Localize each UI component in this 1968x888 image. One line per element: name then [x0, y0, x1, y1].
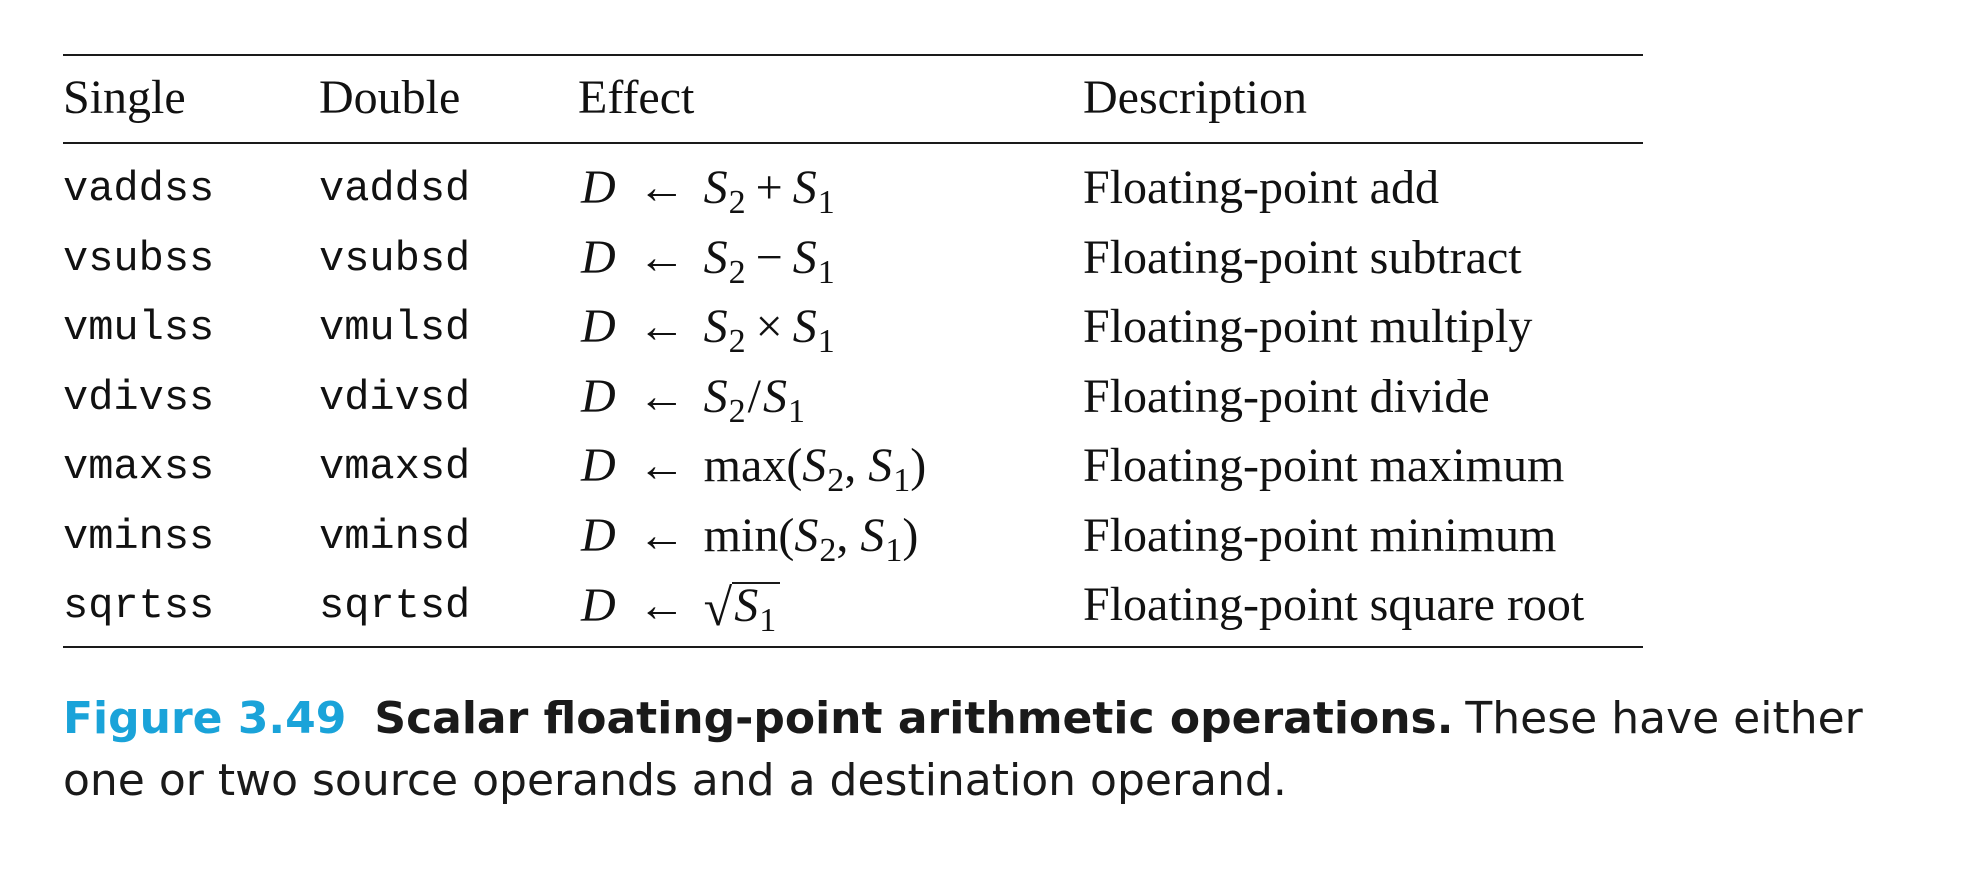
- effect-cell: D ← √S1: [581, 577, 781, 639]
- description-cell: Floating-point divide: [1083, 369, 1490, 423]
- single-mnemonic: vdivss: [63, 373, 215, 422]
- effect-func: min: [703, 508, 779, 562]
- table-row: vmaxss vmaxsd D ← max(S2, S1) Floating-point …: [63, 430, 1643, 500]
- single-mnemonic: vminss: [63, 512, 215, 561]
- double-mnemonic: vminsd: [319, 512, 471, 561]
- effect-arg2: S: [860, 508, 885, 562]
- effect-rhs: S: [792, 230, 817, 284]
- effect-operator: ×: [755, 300, 783, 353]
- effect-func: max: [703, 439, 787, 492]
- double-mnemonic: vaddsd: [319, 165, 471, 213]
- table-header-rule: [63, 142, 1643, 144]
- effect-dest: D: [581, 439, 616, 492]
- description-cell: Floating-point add: [1083, 161, 1439, 214]
- effect-rhs-sub: 1: [788, 392, 806, 430]
- effect-rhs: S: [792, 300, 817, 353]
- effect-arg2-sub: 1: [893, 462, 911, 499]
- effect-lhs-sub: 2: [728, 253, 746, 291]
- effect-sqrt: √S1: [703, 577, 781, 639]
- effect-dest: D: [581, 230, 616, 284]
- description-cell: Floating-point multiply: [1083, 300, 1533, 353]
- effect-rhs: S: [763, 369, 788, 423]
- effect-dest: D: [581, 369, 616, 423]
- effect-rhs-sub: 1: [817, 253, 835, 291]
- table-top-rule: [63, 54, 1643, 56]
- effect-arg1: S: [794, 508, 819, 562]
- effect-arrow: ←: [637, 369, 686, 423]
- description-cell: Floating-point subtract: [1083, 230, 1522, 284]
- effect-arrow: ←: [637, 579, 686, 632]
- effect-lhs-sub: 2: [728, 392, 746, 430]
- effect-rhs-sub: 1: [817, 323, 835, 360]
- header-effect: Effect: [578, 71, 695, 124]
- effect-arrow: ←: [637, 230, 686, 284]
- effect-arrow: ←: [637, 508, 686, 562]
- effect-dest: D: [581, 579, 616, 632]
- double-mnemonic: vmaxsd: [319, 443, 471, 491]
- effect-arg1-sub: 2: [827, 462, 845, 499]
- effect-lhs-sub: 2: [728, 323, 746, 360]
- header-description: Description: [1083, 71, 1307, 124]
- single-mnemonic: vsubss: [63, 234, 215, 283]
- effect-operator: +: [755, 161, 783, 214]
- effect-lhs: S: [703, 300, 728, 353]
- effect-lhs-sub: 2: [728, 184, 746, 221]
- effect-cell: D ← S2/S1: [581, 369, 805, 430]
- effect-dest: D: [581, 161, 616, 214]
- effect-cell: D ← S2 × S1: [581, 299, 835, 360]
- single-mnemonic: vmaxss: [63, 443, 215, 491]
- effect-dest: D: [581, 508, 616, 562]
- table-row: vsubss vsubsd D ← S2− S1 Floating-point subtra…: [63, 222, 1643, 292]
- single-mnemonic: vaddss: [63, 165, 215, 213]
- effect-cell: D ← S2 + S1: [581, 160, 835, 221]
- figure-title: Scalar floating-point arithmetic operati…: [374, 693, 1454, 744]
- effect-rhs-sub: 1: [817, 184, 835, 221]
- table-row: vaddss vaddsd D ← S2 + S1 Floating-point add: [63, 152, 1643, 222]
- table-row: vminss vminsd D ← min(S2, S1) Floating-point …: [63, 500, 1643, 570]
- effect-arg1: S: [802, 439, 827, 492]
- header-single: Single: [63, 71, 186, 124]
- effect-lhs: S: [703, 230, 728, 284]
- effect-lhs: S: [703, 369, 728, 423]
- effect-arg2: S: [868, 439, 893, 492]
- double-mnemonic: vdivsd: [319, 373, 471, 422]
- effect-arg1-sub: 1: [759, 602, 777, 639]
- table-row: sqrtss sqrtsd D ← √S1 Floating-point square r…: [63, 569, 1643, 639]
- effect-cell: D ← S2− S1: [581, 230, 835, 291]
- radical-sign: √: [703, 580, 733, 637]
- header-double: Double: [319, 71, 461, 124]
- effect-arrow: ←: [637, 300, 686, 353]
- table-row: vdivss vdivsd D ← S2/S1 Floating-point divide: [63, 361, 1643, 431]
- effect-cell: D ← min(S2, S1): [581, 508, 919, 569]
- figure-caption-text: These have either one or two source oper…: [63, 693, 1863, 806]
- description-cell: Floating-point square root: [1083, 578, 1585, 631]
- effect-operator: −: [755, 230, 783, 284]
- table-bottom-rule: [63, 646, 1643, 648]
- double-mnemonic: vsubsd: [319, 234, 471, 283]
- effect-arrow: ←: [637, 161, 686, 214]
- figure-caption: Figure 3.49 Scalar floating-point arithme…: [63, 688, 1903, 812]
- effect-rhs: S: [792, 161, 817, 214]
- radicand: S1: [732, 579, 781, 639]
- single-mnemonic: sqrtss: [63, 582, 215, 630]
- effect-cell: D ← max(S2, S1): [581, 439, 927, 499]
- double-mnemonic: vmulsd: [319, 304, 471, 352]
- effect-arg2-sub: 1: [885, 531, 903, 569]
- figure-label: Figure 3.49: [63, 693, 347, 744]
- effect-operator: /: [747, 369, 762, 423]
- effect-arrow: ←: [637, 439, 686, 492]
- table-row: vmulss vmulsd D ← S2 × S1 Floating-point multip…: [63, 291, 1643, 361]
- effect-dest: D: [581, 300, 616, 353]
- description-cell: Floating-point maximum: [1083, 439, 1565, 492]
- description-cell: Floating-point minimum: [1083, 508, 1557, 562]
- double-mnemonic: sqrtsd: [319, 582, 471, 630]
- effect-lhs: S: [703, 161, 728, 214]
- effect-arg1: S: [734, 579, 759, 632]
- effect-arg1-sub: 2: [819, 531, 837, 569]
- single-mnemonic: vmulss: [63, 304, 215, 352]
